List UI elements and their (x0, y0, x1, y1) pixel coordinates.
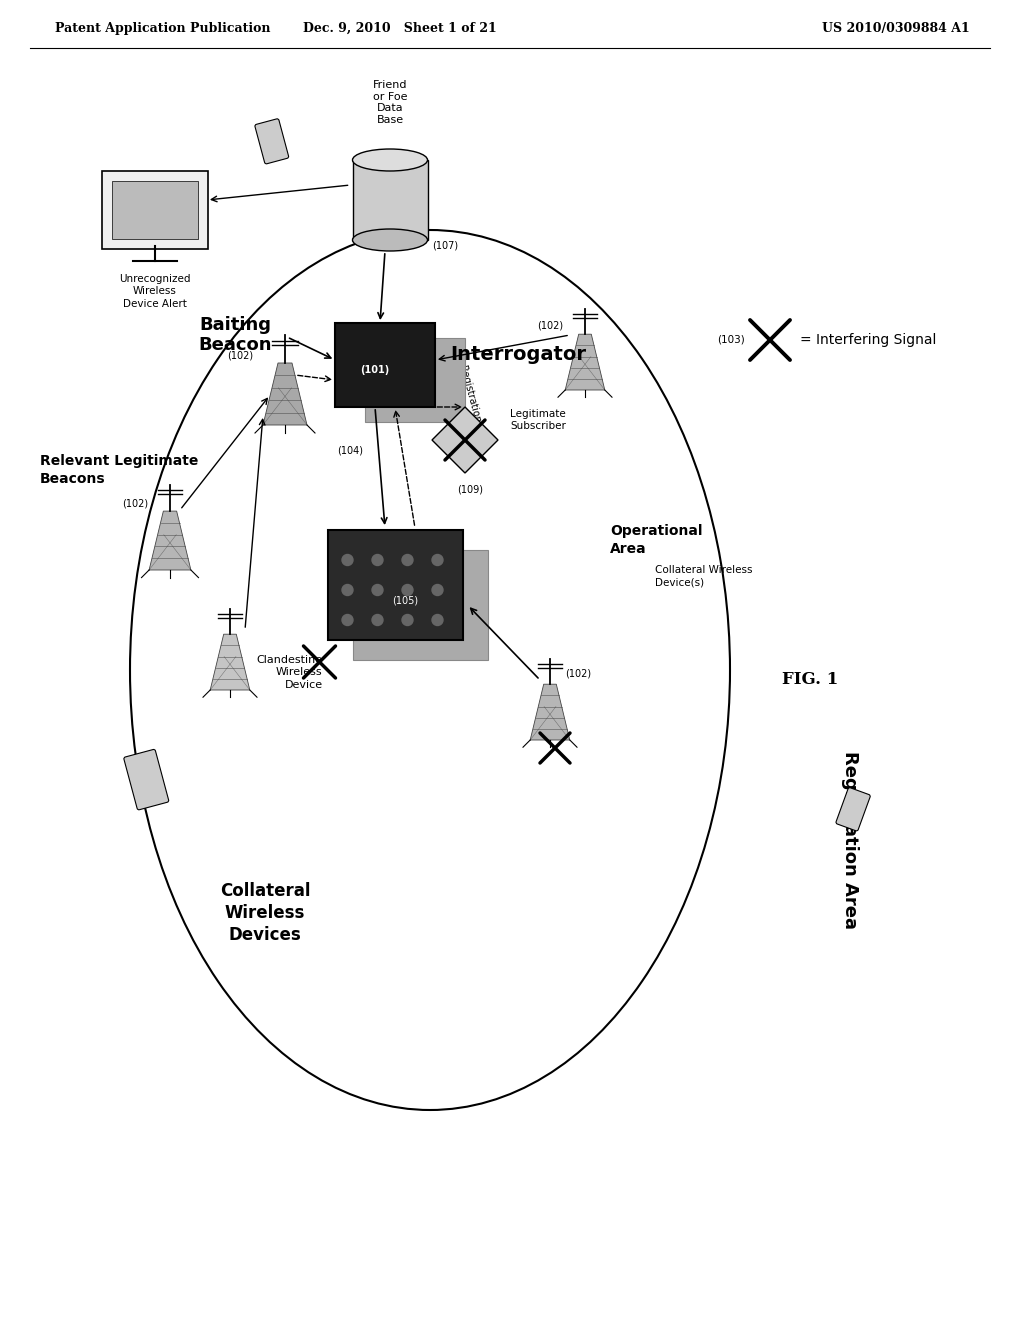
Circle shape (372, 554, 383, 565)
Ellipse shape (352, 149, 427, 172)
Text: (102): (102) (122, 498, 148, 508)
FancyBboxPatch shape (352, 550, 487, 660)
Text: Registration Area: Registration Area (841, 751, 859, 929)
Text: Collateral Wireless
Device(s): Collateral Wireless Device(s) (655, 565, 753, 587)
FancyBboxPatch shape (365, 338, 465, 422)
Text: (102): (102) (227, 350, 253, 360)
Polygon shape (565, 334, 605, 389)
Polygon shape (150, 511, 190, 570)
Text: Dec. 9, 2010   Sheet 1 of 21: Dec. 9, 2010 Sheet 1 of 21 (303, 22, 497, 36)
Text: Baiting
Beacon: Baiting Beacon (199, 315, 271, 354)
Polygon shape (263, 363, 307, 425)
Polygon shape (530, 684, 569, 741)
FancyBboxPatch shape (112, 181, 198, 239)
Circle shape (372, 585, 383, 595)
Text: (103): (103) (717, 335, 745, 345)
Text: US 2010/0309884 A1: US 2010/0309884 A1 (822, 22, 970, 36)
FancyBboxPatch shape (836, 788, 870, 830)
FancyBboxPatch shape (352, 160, 427, 240)
Text: Patent Application Publication: Patent Application Publication (55, 22, 270, 36)
Text: (101): (101) (360, 366, 389, 375)
Text: Relevant Legitimate
Beacons: Relevant Legitimate Beacons (40, 454, 199, 486)
Text: Legitimate
Subscriber: Legitimate Subscriber (510, 409, 566, 432)
Ellipse shape (352, 228, 427, 251)
FancyBboxPatch shape (102, 172, 208, 249)
Text: (109): (109) (457, 484, 483, 495)
Circle shape (342, 615, 353, 626)
FancyBboxPatch shape (328, 531, 463, 640)
Circle shape (432, 554, 443, 565)
Text: (104): (104) (337, 445, 362, 455)
Text: Registration,
Interrogation &
disabling: Registration, Interrogation & disabling (435, 364, 486, 445)
Circle shape (342, 554, 353, 565)
Polygon shape (210, 634, 250, 690)
Circle shape (372, 615, 383, 626)
Text: Friend
or Foe
Data
Base: Friend or Foe Data Base (373, 81, 408, 125)
Polygon shape (432, 407, 498, 473)
FancyBboxPatch shape (255, 119, 289, 164)
Text: Operational
Area: Operational Area (610, 524, 702, 556)
Circle shape (402, 585, 413, 595)
Circle shape (432, 615, 443, 626)
Text: FIG. 1: FIG. 1 (782, 672, 838, 689)
FancyBboxPatch shape (124, 750, 169, 809)
Circle shape (402, 554, 413, 565)
Text: (102): (102) (537, 319, 563, 330)
Text: Interrogator: Interrogator (450, 346, 586, 364)
Text: Clandestine
Wireless
Device: Clandestine Wireless Device (256, 655, 323, 690)
Text: Collateral
Wireless
Devices: Collateral Wireless Devices (220, 882, 310, 944)
FancyBboxPatch shape (335, 323, 435, 407)
Text: (107): (107) (432, 240, 459, 249)
Circle shape (432, 585, 443, 595)
Text: (106, 108): (106, 108) (404, 366, 425, 414)
Text: Unrecognized
Wireless
Device Alert: Unrecognized Wireless Device Alert (119, 275, 190, 309)
Text: = Interfering Signal: = Interfering Signal (800, 333, 936, 347)
Circle shape (402, 615, 413, 626)
Circle shape (342, 585, 353, 595)
Text: (102): (102) (565, 668, 591, 678)
Text: (105): (105) (392, 595, 418, 605)
